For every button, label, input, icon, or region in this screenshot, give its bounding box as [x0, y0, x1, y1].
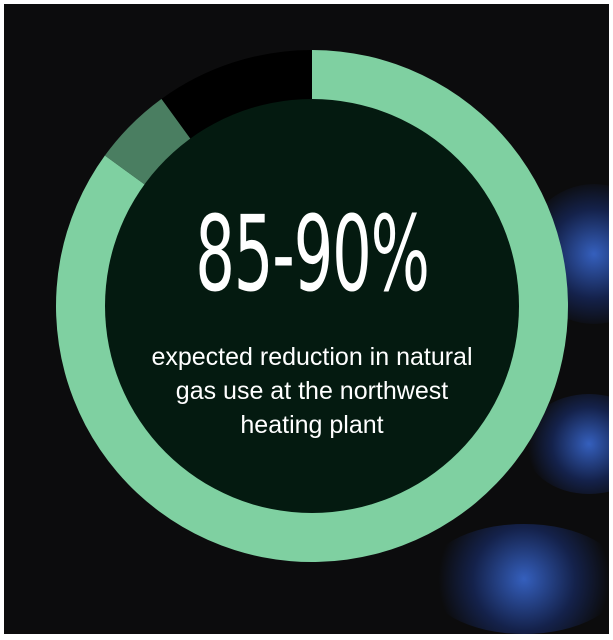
infographic-panel: 85-90% expected reduction in natural gas… [4, 4, 609, 634]
reduction-donut-chart [55, 50, 568, 562]
stat-value: 85-90% [195, 193, 430, 315]
donut-center [105, 99, 519, 513]
gas-flame-decoration [424, 524, 609, 634]
stat-caption: expected reduction in natural gas use at… [151, 343, 473, 439]
